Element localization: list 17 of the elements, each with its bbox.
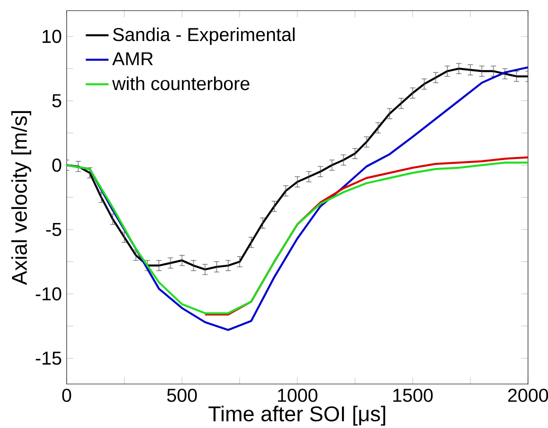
y-tick-label: 0 [52,158,62,172]
line-series [66,162,528,314]
x-axis-title: Time after SOI [μs] [208,406,386,426]
x-tick-label: 500 [167,388,197,402]
x-tick-label: 2000 [508,388,548,402]
legend-label: with counterbore [112,76,250,90]
x-tick-label: 0 [62,388,72,402]
x-tick-label: 1500 [393,388,433,402]
y-tick-label: -5 [46,223,62,236]
y-axis-title: Axial velocity [m/s] [11,111,32,286]
y-tick-label: -10 [36,287,62,300]
legend-label: AMR [112,52,153,66]
y-tick-label: -15 [36,352,62,365]
y-tick-label: 5 [52,94,62,108]
legend-label: Sandia - Experimental [113,27,295,45]
y-tick-label: 10 [42,30,62,44]
x-tick-label: 1000 [278,388,318,402]
